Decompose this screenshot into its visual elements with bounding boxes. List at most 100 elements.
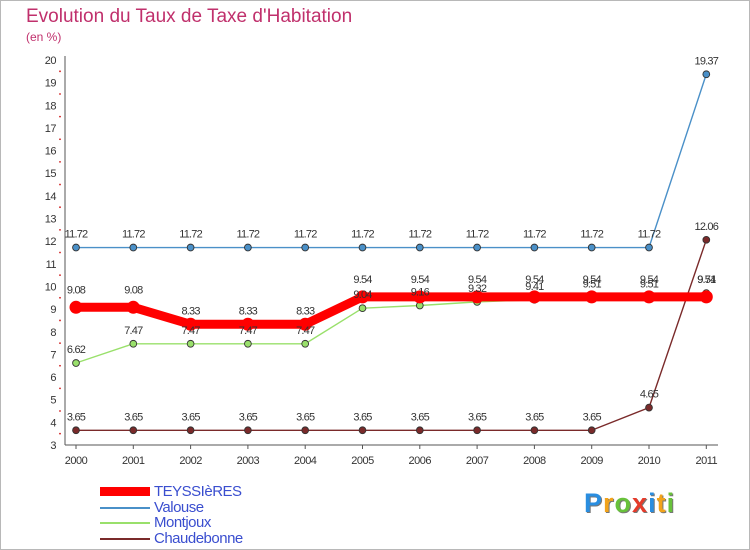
legend-swatch-montjoux (100, 522, 150, 524)
data-label: 3.65 (124, 411, 143, 423)
data-point (358, 243, 367, 252)
data-point (72, 359, 80, 367)
series-line (71, 292, 711, 329)
data-point (413, 290, 427, 304)
logo-letter: t (656, 488, 667, 518)
y-minor-tick (59, 206, 61, 209)
data-label: 8.33 (296, 305, 315, 317)
data-point (530, 243, 539, 252)
y-tick-label: 18 (45, 100, 57, 112)
data-label: 11.72 (122, 229, 145, 241)
y-tick-label: 12 (45, 236, 57, 248)
data-point (301, 426, 310, 435)
x-tick-label: 2000 (65, 455, 88, 467)
y-tick-label: 20 (45, 55, 57, 67)
data-label: 3.65 (525, 411, 544, 423)
data-label: 11.72 (466, 229, 489, 241)
chart-axes: 3 4 5 6 7 8 9 10 11 12 13 14 15 16 17 18 19 20 2000 2001 200… (45, 55, 718, 467)
data-point (126, 300, 140, 314)
data-label: 3.65 (411, 411, 430, 423)
legend-swatch-teyssieres (100, 487, 150, 496)
series-line (75, 239, 707, 431)
data-point (702, 235, 711, 244)
data-label: 7.47 (181, 325, 200, 337)
data-point (186, 426, 195, 435)
y-tick-label: 6 (50, 372, 56, 384)
data-point (244, 426, 252, 435)
y-tick-label: 4 (50, 417, 56, 429)
data-label: 9.16 (411, 286, 430, 298)
data-point (415, 243, 424, 252)
data-point (69, 300, 83, 314)
y-minor-tick (59, 251, 61, 254)
y-tick-label: 10 (45, 281, 57, 293)
y-minor-tick (59, 228, 61, 231)
proxiti-logo: Proxiti (584, 488, 675, 519)
logo-letter: o (614, 488, 633, 518)
x-tick-label: 2011 (695, 455, 717, 467)
data-point (473, 426, 481, 435)
y-tick-label: 17 (45, 123, 57, 135)
data-label: 11.72 (351, 229, 374, 241)
data-label: 9.54 (468, 274, 487, 286)
data-label: 9.08 (67, 284, 86, 296)
data-point (642, 290, 656, 304)
data-point (699, 290, 713, 304)
y-minor-tick (59, 183, 61, 186)
data-point (301, 339, 310, 348)
data-label: 9.54 (697, 274, 716, 286)
data-label: 7.47 (296, 325, 315, 337)
data-label: 9.41 (525, 281, 544, 293)
data-label: 11.72 (523, 229, 546, 241)
data-label: 9.54 (411, 274, 430, 286)
y-minor-tick (59, 387, 61, 390)
logo-letter: r (603, 488, 615, 518)
x-tick-label: 2007 (466, 455, 489, 467)
data-label: 3.65 (67, 411, 86, 423)
legend-label-valouse: Valouse (154, 499, 204, 516)
data-label: 4.65 (640, 389, 659, 401)
series-points (69, 70, 713, 435)
data-point (301, 243, 310, 252)
x-tick-label: 2004 (294, 455, 317, 467)
data-label: 9.54 (525, 274, 544, 286)
data-point (702, 70, 711, 79)
data-point (356, 290, 369, 304)
legend-label-montjoux: Montjoux (154, 514, 211, 531)
data-point (186, 243, 195, 252)
data-label: 3.65 (353, 411, 372, 423)
data-point (358, 304, 367, 313)
x-tick-label: 2006 (409, 455, 432, 467)
logo-letter: i (666, 488, 676, 518)
x-tick-label: 2010 (638, 455, 661, 467)
logo-letter: i (648, 488, 657, 518)
x-tick-label: 2003 (237, 455, 260, 467)
data-point (244, 243, 252, 252)
y-minor-tick (59, 432, 61, 435)
data-point (530, 426, 539, 435)
data-point (587, 426, 596, 435)
data-point (358, 426, 367, 435)
legend-swatch-chaudebonne (100, 538, 150, 540)
data-label: 9.54 (640, 274, 659, 286)
y-minor-tick (59, 342, 61, 344)
data-label: 7.47 (124, 325, 143, 337)
y-minor-tick (59, 364, 61, 367)
data-point (298, 317, 312, 331)
data-point (415, 426, 424, 435)
y-minor-tick (59, 115, 61, 118)
y-minor-tick (59, 410, 61, 412)
y-tick-label: 13 (45, 214, 57, 226)
legend-label-teyssieres: TEYSSIèRES (154, 483, 242, 500)
y-minor-tick (59, 296, 61, 299)
data-label: 11.72 (638, 229, 661, 241)
data-point (645, 403, 653, 412)
data-label: 11.72 (237, 229, 260, 241)
data-point (186, 339, 195, 348)
y-tick-label: 19 (45, 78, 57, 90)
y-minor-tick (59, 319, 61, 322)
logo-letter: x (632, 488, 649, 518)
data-point (241, 317, 255, 331)
y-tick-label: 14 (45, 191, 57, 203)
